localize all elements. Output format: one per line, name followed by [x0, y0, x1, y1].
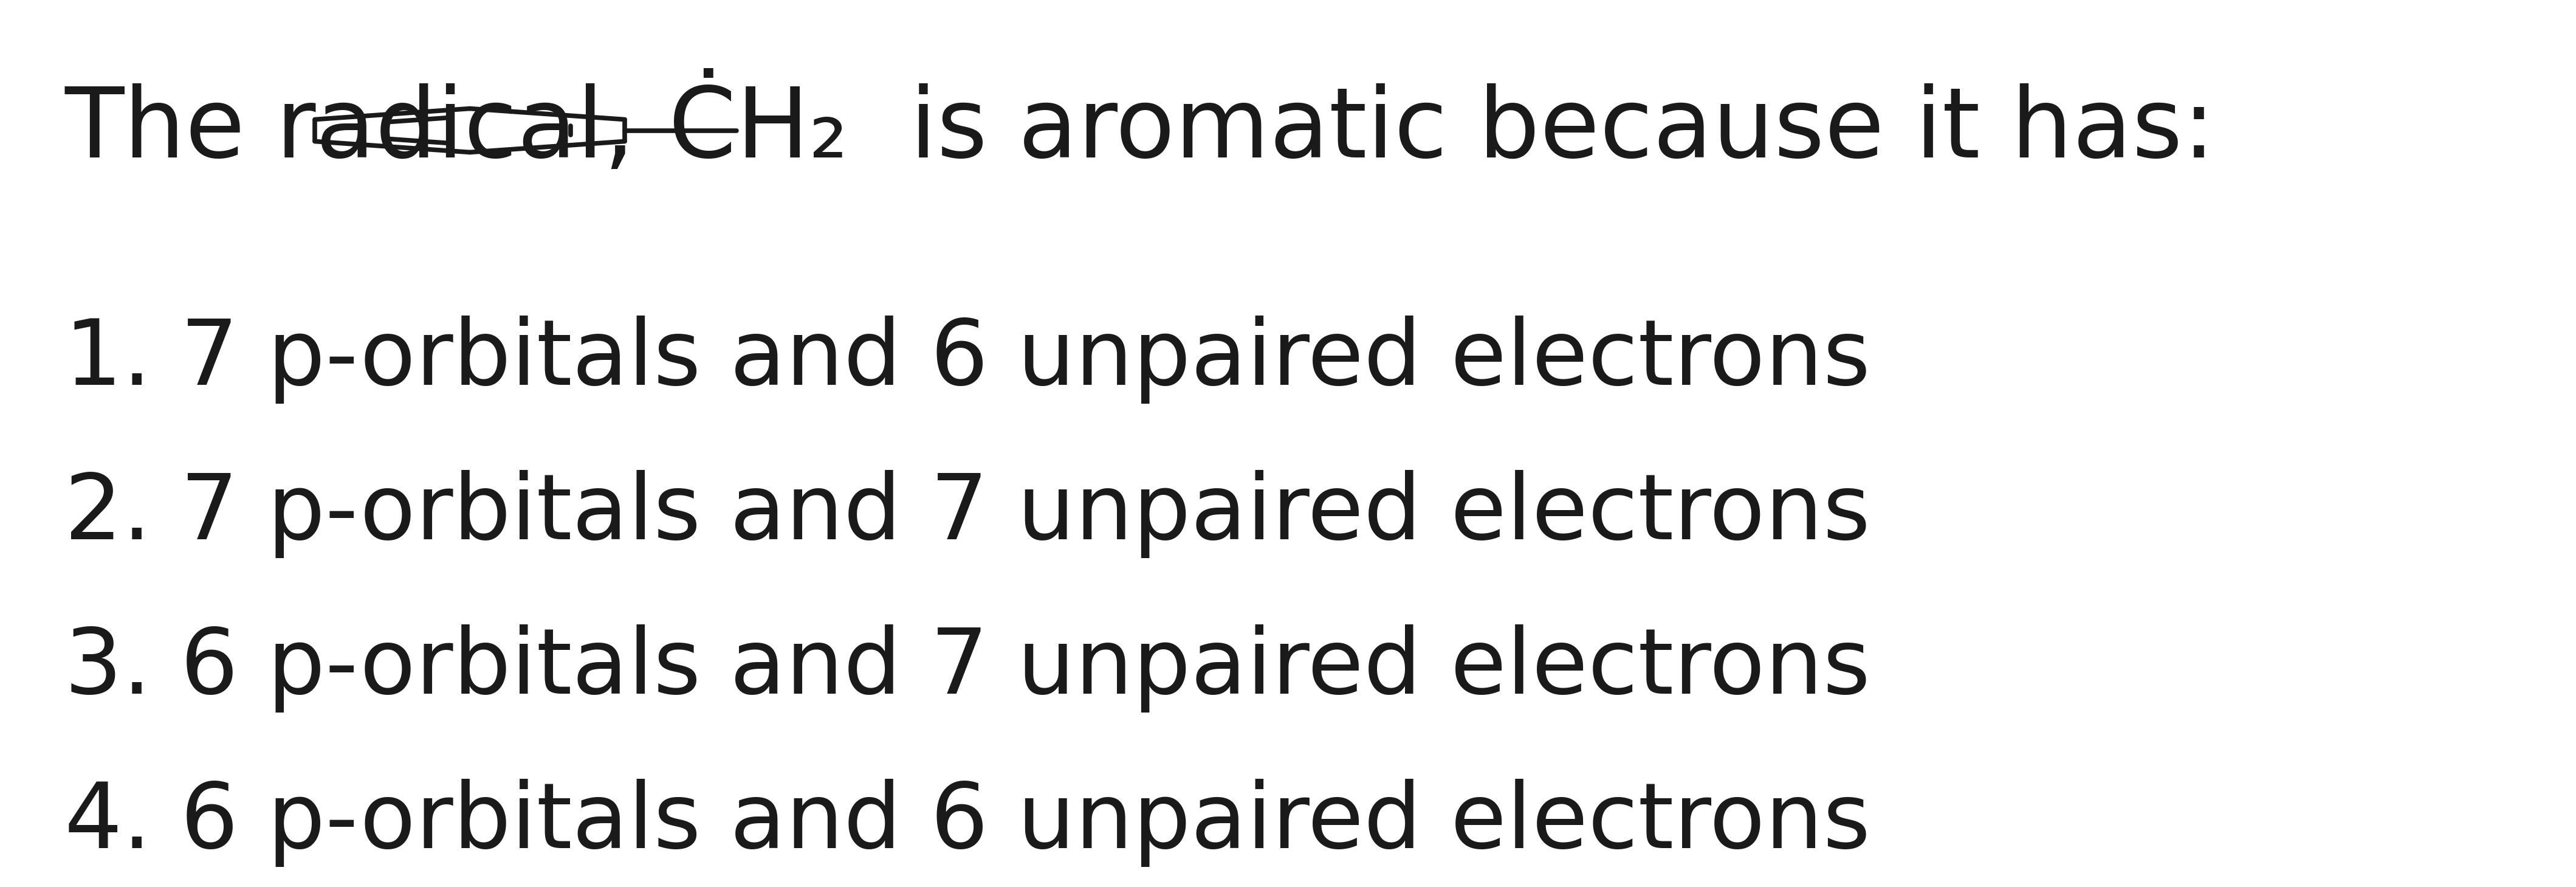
Text: The radical,: The radical,: [64, 83, 634, 177]
Text: 3. 6 p-orbitals and 7 unpaired electrons: 3. 6 p-orbitals and 7 unpaired electrons: [64, 624, 1870, 712]
Text: ĊH₂  is aromatic because it has:: ĊH₂ is aromatic because it has:: [670, 83, 2215, 177]
Text: 1. 7 p-orbitals and 6 unpaired electrons: 1. 7 p-orbitals and 6 unpaired electrons: [64, 316, 1870, 404]
Text: 4. 6 p-orbitals and 6 unpaired electrons: 4. 6 p-orbitals and 6 unpaired electrons: [64, 779, 1870, 867]
Text: 2. 7 p-orbitals and 7 unpaired electrons: 2. 7 p-orbitals and 7 unpaired electrons: [64, 470, 1870, 558]
